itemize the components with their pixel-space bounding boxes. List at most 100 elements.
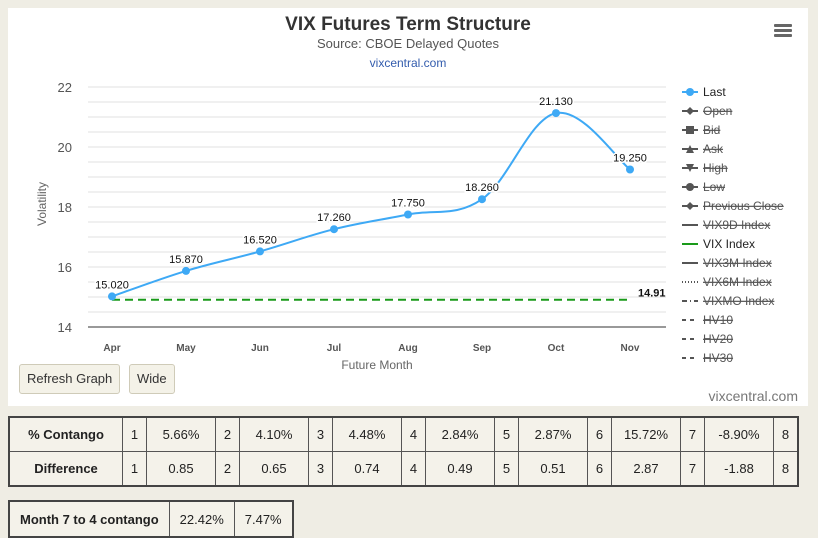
legend-label: HV30 (703, 351, 733, 365)
value-cell: 4.10% (239, 416, 309, 452)
legend-item[interactable]: VIX Index (682, 237, 755, 251)
x-tick-label: Nov (621, 343, 640, 354)
legend-item[interactable]: High (682, 161, 728, 175)
x-tick-label: Aug (398, 343, 417, 354)
x-tick-label: Apr (103, 343, 120, 354)
legend-label: VIX Index (703, 237, 755, 251)
month-index-cell: 3 (308, 416, 333, 452)
y-tick-label: 16 (58, 260, 72, 275)
chart-title: VIX Futures Term Structure (285, 14, 531, 35)
month-index-cell: 7 (680, 451, 705, 487)
x-tick-label: Jul (327, 343, 342, 354)
legend-marker (686, 107, 694, 115)
row-header: % Contango (8, 416, 123, 452)
legend-item[interactable]: Previous Close (682, 199, 784, 213)
legend-item[interactable]: VIX6M Index (682, 275, 772, 289)
legend-item[interactable]: HV10 (682, 313, 733, 327)
month-index-cell: 6 (587, 451, 612, 487)
legend-label: Open (703, 104, 732, 118)
data-label: 18.260 (465, 182, 499, 194)
value-cell: 0.65 (239, 451, 309, 487)
month-index-cell: 4 (401, 451, 426, 487)
value-cell: 0.51 (518, 451, 588, 487)
grid-lines (88, 86, 666, 328)
chart-source-link[interactable]: vixcentral.com (369, 56, 447, 70)
hamburger-menu-icon[interactable] (774, 24, 792, 38)
value-cell: 2.87% (518, 416, 588, 452)
y-axis-label: Volatility (35, 182, 49, 226)
month-index-cell: 5 (494, 451, 519, 487)
month74-label: Month 7 to 4 contango (8, 500, 170, 538)
table-row: % Contango 1 5.66% 2 4.10% 3 4.48% 4 2.84% 5 2.87%… (8, 416, 799, 452)
legend-item[interactable]: Open (682, 104, 732, 118)
month-index-cell: 4 (401, 416, 426, 452)
data-label: 17.260 (317, 212, 351, 224)
wide-button[interactable]: Wide (129, 364, 175, 394)
value-cell: 2.84% (425, 416, 495, 452)
legend: Last Open Bid Ask High Low Previous Close VIX9D… (682, 85, 784, 365)
last-data-point (330, 225, 338, 234)
legend-label: Previous Close (703, 199, 784, 213)
y-tick-label: 20 (58, 140, 72, 155)
data-label: 15.870 (169, 254, 203, 266)
last-data-point (478, 195, 486, 204)
legend-item[interactable]: HV20 (682, 332, 733, 346)
vix-index-label: 14.91 (638, 288, 666, 300)
value-cell: 0.49 (425, 451, 495, 487)
month74-value-2: 7.47% (233, 500, 294, 538)
data-label: 21.130 (539, 96, 573, 108)
value-cell: 4.48% (332, 416, 402, 452)
legend-marker (686, 126, 694, 134)
last-data-point (182, 266, 190, 275)
legend-item[interactable]: VIX9D Index (682, 218, 770, 232)
x-tick-label: May (176, 343, 196, 354)
legend-marker (686, 183, 694, 191)
month-index-cell: 8 (773, 451, 799, 487)
legend-marker (686, 145, 694, 153)
row-header: Difference (8, 451, 123, 487)
last-data-point (552, 109, 560, 118)
legend-item[interactable]: VIX3M Index (682, 256, 772, 270)
legend-label: VIX9D Index (703, 218, 770, 232)
legend-label: High (703, 161, 728, 175)
month-index-cell: 1 (122, 416, 147, 452)
refresh-graph-button[interactable]: Refresh Graph (19, 364, 121, 394)
legend-label: VIX3M Index (703, 256, 772, 270)
y-tick-label: 18 (58, 200, 72, 215)
chart-panel: VIX Futures Term Structure Source: CBOE … (8, 8, 808, 406)
legend-label: VIX6M Index (703, 275, 772, 289)
value-cell: 15.72% (611, 416, 681, 452)
legend-item[interactable]: Ask (682, 142, 724, 156)
legend-label: Ask (703, 142, 724, 156)
legend-item[interactable]: Last (682, 85, 726, 99)
month-index-cell: 8 (773, 416, 799, 452)
data-label: 17.750 (391, 198, 425, 210)
month-index-cell: 3 (308, 451, 333, 487)
contango-table: % Contango 1 5.66% 2 4.10% 3 4.48% 4 2.84% 5 2.87%… (8, 416, 799, 487)
legend-item[interactable]: VIXMO Index (682, 294, 774, 308)
value-cell: 0.74 (332, 451, 402, 487)
x-tick-label: Oct (548, 343, 565, 354)
chart-subtitle: Source: CBOE Delayed Quotes (316, 36, 500, 51)
value-cell: 5.66% (146, 416, 216, 452)
legend-label: HV20 (703, 332, 733, 346)
legend-item[interactable]: Bid (682, 123, 720, 137)
month-index-cell: 2 (215, 451, 240, 487)
y-tick-label: 14 (58, 320, 72, 335)
table-row: Month 7 to 4 contango 22.42% 7.47% (8, 500, 294, 538)
y-tick-labels: 14 16 18 20 22 (58, 80, 72, 335)
value-cell: 0.85 (146, 451, 216, 487)
legend-item[interactable]: HV30 (682, 351, 733, 365)
last-data-point (404, 210, 412, 219)
data-label: 19.250 (613, 153, 647, 165)
legend-label: HV10 (703, 313, 733, 327)
last-data-point (626, 165, 634, 174)
value-cell: 2.87 (611, 451, 681, 487)
credit-link[interactable]: vixcentral.com (708, 388, 798, 404)
legend-item[interactable]: Low (682, 180, 725, 194)
month-7-to-4-table: Month 7 to 4 contango 22.42% 7.47% (8, 500, 294, 538)
legend-label: Bid (703, 123, 720, 137)
month-index-cell: 7 (680, 416, 705, 452)
x-tick-label: Sep (473, 343, 491, 354)
last-series-line (111, 111, 631, 298)
